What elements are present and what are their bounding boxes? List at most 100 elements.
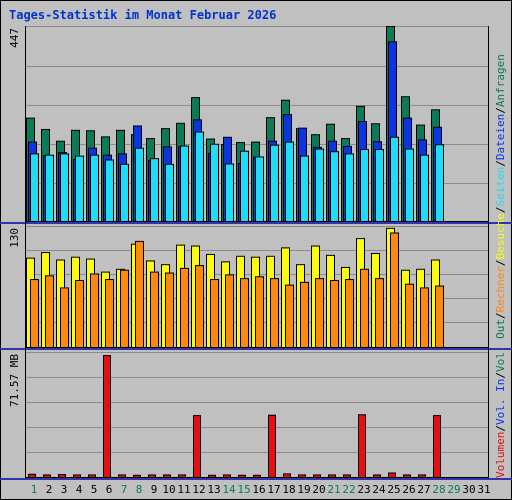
bar-seiten-day-14 [225,163,234,222]
bar-volumen-day-15 [238,474,246,479]
bar-volumen-day-1 [28,473,36,478]
bar-rechner-day-4 [75,279,84,348]
bar-volumen-day-6 [103,355,111,478]
day-label-15: 15 [237,483,250,496]
bar-rechner-day-12 [195,265,204,349]
bar-rechner-day-18 [285,284,294,348]
bar-rechner-day-19 [300,281,309,349]
day-label-23: 23 [357,483,370,496]
bar-volumen-day-4 [73,474,81,478]
bar-seiten-day-5 [90,154,99,222]
bar-volumen-day-19 [298,474,306,478]
bar-volumen-day-12 [193,415,201,479]
bar-seiten-day-19 [300,155,309,222]
bar-rechner-day-17 [270,278,279,348]
y-scale-label-top: 447 [8,28,21,48]
day-label-10: 10 [162,483,175,496]
side-legend: Volumen/Vol. In/Vol. Out/Rechner/Besuche… [494,54,507,478]
day-label-17: 17 [267,483,280,496]
day-label-6: 6 [106,483,113,496]
day-label-7: 7 [121,483,128,496]
bar-seiten-day-11 [180,145,189,222]
day-label-14: 14 [222,483,236,496]
bar-volumen-day-11 [178,474,186,478]
bar-volumen-day-13 [208,474,216,479]
bar-rechner-day-26 [405,283,414,349]
y-scale-label-bottom: 71.57 MB [8,354,21,407]
day-label-30: 30 [462,483,475,496]
bar-volumen-day-24 [373,474,381,478]
bar-volumen-day-22 [343,474,351,478]
bar-rechner-day-14 [225,274,234,348]
bar-seiten-day-23 [360,149,369,223]
bar-seiten-day-6 [105,159,114,222]
bar-rechner-day-8 [135,240,144,348]
day-label-8: 8 [136,483,143,496]
side-legend-vol-in: Vol. In [494,379,507,425]
bar-seiten-day-15 [240,150,249,223]
day-label-9: 9 [151,483,158,496]
bar-volumen-day-17 [268,414,276,478]
day-label-1: 1 [31,483,38,496]
day-label-16: 16 [252,483,265,496]
day-label-28: 28 [432,483,445,496]
bar-rechner-day-25 [390,232,399,348]
day-label-12: 12 [192,483,205,496]
side-legend-anfragen: Anfragen [494,54,507,107]
bar-seiten-day-3 [60,153,69,222]
panel-separator [0,348,512,350]
side-legend-besuche: Besuche [494,213,507,259]
panel-separator [0,478,512,480]
chart-title: Tages-Statistik im Monat Februar 2026 [9,8,276,22]
bar-seiten-day-13 [210,143,219,222]
bar-rechner-day-10 [165,272,174,348]
bar-volumen-day-3 [58,474,66,479]
bar-rechner-day-2 [45,275,54,349]
bar-volumen-day-2 [43,474,51,478]
day-label-21: 21 [327,483,340,496]
bar-volumen-day-16 [253,474,261,479]
bar-seiten-day-22 [345,153,354,222]
day-label-26: 26 [402,483,415,496]
day-label-29: 29 [447,483,460,496]
bar-seiten-day-18 [285,141,294,223]
bar-volumen-day-21 [328,474,336,478]
day-label-19: 19 [297,483,310,496]
bar-seiten-day-4 [75,155,84,222]
day-label-31: 31 [477,483,490,496]
bar-rechner-day-11 [180,267,189,348]
bar-rechner-day-27 [420,287,429,348]
bar-rechner-day-9 [150,271,159,349]
y-scale-label-middle: 130 [8,228,21,248]
bar-seiten-day-2 [45,154,54,222]
day-label-11: 11 [177,483,190,496]
bar-rechner-day-15 [240,278,249,348]
bar-rechner-day-13 [210,279,219,348]
day-label-18: 18 [282,483,295,496]
day-label-20: 20 [312,483,325,496]
day-label-25: 25 [387,483,400,496]
bar-seiten-day-24 [375,149,384,223]
bar-rechner-day-22 [345,279,354,348]
bar-volumen-day-26 [403,474,411,478]
bar-seiten-day-12 [195,131,204,222]
bar-seiten-day-16 [255,156,264,223]
bar-seiten-day-10 [165,163,174,223]
bar-rechner-day-20 [315,278,324,348]
bar-seiten-day-9 [150,158,159,223]
bar-volumen-day-10 [163,474,171,478]
bar-seiten-day-1 [30,153,39,222]
day-label-13: 13 [207,483,220,496]
day-label-24: 24 [372,483,386,496]
bar-seiten-day-20 [315,148,324,222]
bar-seiten-day-26 [405,148,414,222]
day-label-5: 5 [91,483,98,496]
bar-volumen-day-20 [313,474,321,478]
side-legend-rechner: Rechner [494,266,507,313]
bar-rechner-day-28 [435,285,444,349]
bar-volumen-day-7 [118,474,126,478]
bar-rechner-day-6 [105,279,114,348]
panel-separator [0,222,512,224]
